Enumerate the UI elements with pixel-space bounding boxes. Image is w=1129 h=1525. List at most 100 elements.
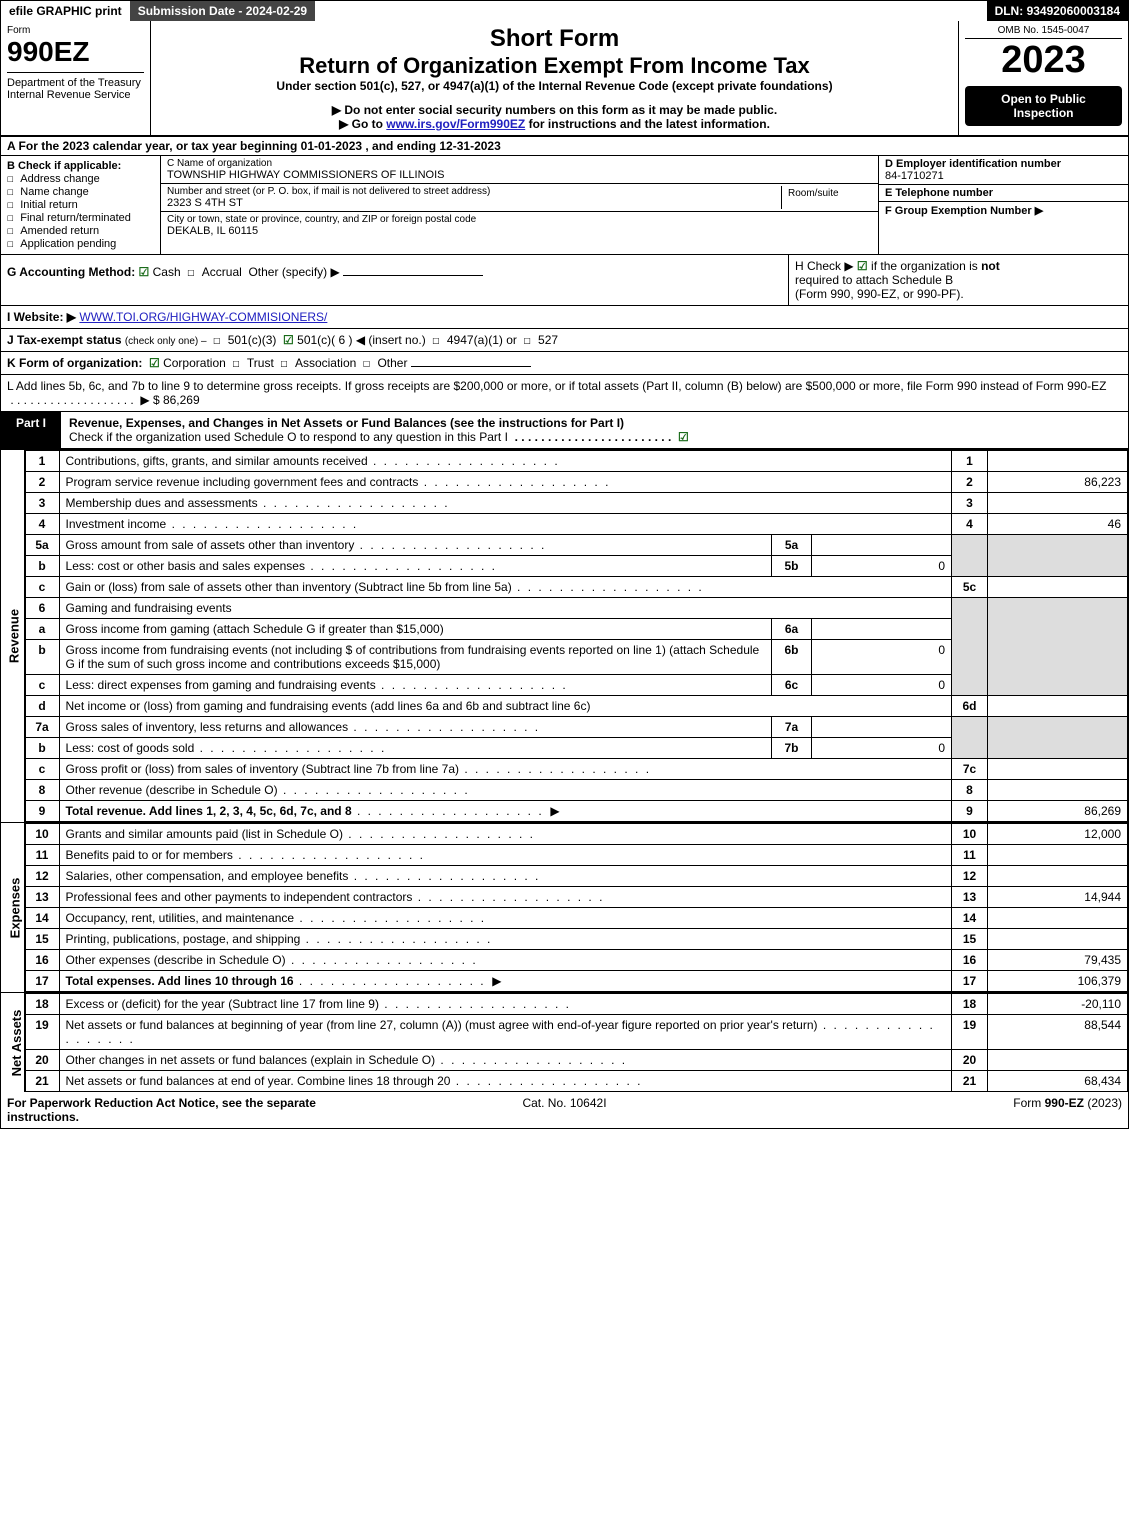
line-11: 11Benefits paid to or for members11 [25, 845, 1127, 866]
lines-g-h: G Accounting Method: ☑ Cash ☐ Accrual Ot… [1, 255, 1128, 306]
form-title: Return of Organization Exempt From Incom… [157, 53, 952, 79]
group-exemption-label: F Group Exemption Number ▶ [885, 204, 1122, 217]
line-1: 1Contributions, gifts, grants, and simil… [25, 451, 1127, 472]
irs-label: Internal Revenue Service [7, 89, 131, 101]
revenue-section: Revenue 1Contributions, gifts, grants, a… [1, 449, 1128, 822]
header-mid: Short Form Return of Organization Exempt… [151, 21, 958, 135]
cash-checkbox[interactable]: ☑ [139, 265, 153, 279]
top-bar: efile GRAPHIC print Submission Date - 20… [1, 1, 1128, 21]
efile-label: efile GRAPHIC print [1, 1, 130, 21]
section-a: A For the 2023 calendar year, or tax yea… [1, 137, 1128, 156]
dln: DLN: 93492060003184 [987, 1, 1128, 21]
goto-note: ▶ Go to www.irs.gov/Form990EZ for instru… [157, 117, 952, 131]
line-k: K Form of organization: ☑ Corporation ☐ … [1, 352, 1128, 375]
line-20: 20Other changes in net assets or fund ba… [25, 1050, 1127, 1071]
revenue-table: 1Contributions, gifts, grants, and simil… [25, 450, 1128, 822]
line-19: 19Net assets or fund balances at beginni… [25, 1015, 1127, 1050]
corporation-checkbox[interactable]: ☑ [149, 356, 163, 370]
part-1-header: Part I Revenue, Expenses, and Changes in… [1, 412, 1128, 449]
checkbox-amended-return[interactable]: ☐ Amended return [7, 224, 154, 237]
box-d-e-f: D Employer identification number 84-1710… [878, 156, 1128, 254]
line-5c: cGain or (loss) from sale of assets othe… [25, 577, 1127, 598]
form-ref: Form 990-EZ (2023) [750, 1096, 1122, 1124]
form-number: 990EZ [7, 36, 144, 68]
city-label: City or town, state or province, country… [167, 214, 872, 225]
line-i: I Website: ▶ WWW.TOI.ORG/HIGHWAY-COMMISI… [1, 306, 1128, 329]
line-8: 8Other revenue (describe in Schedule O)8 [25, 780, 1127, 801]
box-b: B Check if applicable: ☐ Address change … [1, 156, 161, 254]
checkbox-name-change[interactable]: ☐ Name change [7, 185, 154, 198]
line-18: 18Excess or (deficit) for the year (Subt… [25, 994, 1127, 1015]
street-address: 2323 S 4TH ST [167, 197, 781, 209]
short-form-title: Short Form [157, 25, 952, 53]
schedule-o-checkbox[interactable]: ☑ [678, 430, 689, 444]
dept-label: Department of the Treasury [7, 77, 141, 89]
other-checkbox[interactable]: ☐ [363, 356, 377, 370]
telephone-label: E Telephone number [885, 187, 1122, 199]
schedule-b-checkbox[interactable]: ☑ [857, 259, 868, 273]
irs-link[interactable]: www.irs.gov/Form990EZ [386, 117, 525, 131]
expenses-side-label: Expenses [1, 823, 25, 992]
checkbox-initial-return[interactable]: ☐ Initial return [7, 198, 154, 211]
ssn-note: ▶ Do not enter social security numbers o… [157, 103, 952, 117]
line-l: L Add lines 5b, 6c, and 7b to line 9 to … [1, 375, 1128, 412]
501c-checkbox[interactable]: ☑ [283, 333, 297, 347]
addr-label: Number and street (or P. O. box, if mail… [167, 186, 781, 197]
paperwork-notice: For Paperwork Reduction Act Notice, see … [7, 1096, 379, 1124]
trust-checkbox[interactable]: ☐ [232, 356, 246, 370]
ein-value: 84-1710271 [885, 170, 1122, 182]
expenses-table: 10Grants and similar amounts paid (list … [25, 823, 1128, 992]
line-g: G Accounting Method: ☑ Cash ☐ Accrual Ot… [1, 255, 788, 305]
header-right: OMB No. 1545-0047 2023 Open to Public In… [958, 21, 1128, 135]
line-6: 6Gaming and fundraising events [25, 598, 1127, 619]
line-9: 9Total revenue. Add lines 1, 2, 3, 4, 5c… [25, 801, 1127, 822]
checkbox-application-pending[interactable]: ☐ Application pending [7, 237, 154, 250]
527-checkbox[interactable]: ☐ [524, 333, 538, 347]
line-7c: cGross profit or (loss) from sales of in… [25, 759, 1127, 780]
501c3-checkbox[interactable]: ☐ [213, 333, 227, 347]
submission-date: Submission Date - 2024-02-29 [130, 1, 315, 21]
part-1-label: Part I [1, 412, 61, 448]
accrual-checkbox[interactable]: ☐ [187, 265, 201, 279]
checkbox-address-change[interactable]: ☐ Address change [7, 172, 154, 185]
line-16: 16Other expenses (describe in Schedule O… [25, 950, 1127, 971]
line-j: J Tax-exempt status (check only one) – ☐… [1, 329, 1128, 352]
room-label: Room/suite [788, 188, 866, 199]
revenue-side-label: Revenue [1, 450, 25, 822]
line-17: 17Total expenses. Add lines 10 through 1… [25, 971, 1127, 992]
line-3: 3Membership dues and assessments3 [25, 493, 1127, 514]
form-header: Form 990EZ Department of the Treasury In… [1, 21, 1128, 137]
open-public-badge: Open to Public Inspection [965, 86, 1122, 126]
net-assets-table: 18Excess or (deficit) for the year (Subt… [25, 993, 1128, 1092]
line-7a: 7aGross sales of inventory, less returns… [25, 717, 1127, 738]
line-4: 4Investment income446 [25, 514, 1127, 535]
org-name: TOWNSHIP HIGHWAY COMMISSIONERS OF ILLINO… [167, 169, 872, 181]
city-state-zip: DEKALB, IL 60115 [167, 225, 872, 237]
association-checkbox[interactable]: ☐ [280, 356, 294, 370]
net-assets-section: Net Assets 18Excess or (deficit) for the… [1, 992, 1128, 1092]
expenses-section: Expenses 10Grants and similar amounts pa… [1, 822, 1128, 992]
website-link[interactable]: WWW.TOI.ORG/HIGHWAY-COMMISIONERS/ [79, 310, 327, 324]
boxes-bcdef: B Check if applicable: ☐ Address change … [1, 156, 1128, 255]
checkbox-final-return[interactable]: ☐ Final return/terminated [7, 211, 154, 224]
line-12: 12Salaries, other compensation, and empl… [25, 866, 1127, 887]
ein-label: D Employer identification number [885, 158, 1122, 170]
form-word: Form [7, 25, 144, 36]
line-14: 14Occupancy, rent, utilities, and mainte… [25, 908, 1127, 929]
omb-number: OMB No. 1545-0047 [965, 25, 1122, 39]
box-c: C Name of organization TOWNSHIP HIGHWAY … [161, 156, 878, 254]
box-b-title: B Check if applicable: [7, 160, 154, 172]
4947-checkbox[interactable]: ☐ [432, 333, 446, 347]
line-15: 15Printing, publications, postage, and s… [25, 929, 1127, 950]
header-left: Form 990EZ Department of the Treasury In… [1, 21, 151, 135]
line-5a: 5aGross amount from sale of assets other… [25, 535, 1127, 556]
line-2: 2Program service revenue including gover… [25, 472, 1127, 493]
form-990ez-page: efile GRAPHIC print Submission Date - 20… [0, 0, 1129, 1129]
line-h: H Check ▶ ☑ if the organization is not r… [788, 255, 1128, 305]
under-section: Under section 501(c), 527, or 4947(a)(1)… [157, 79, 952, 93]
tax-year: 2023 [965, 39, 1122, 82]
line-21: 21Net assets or fund balances at end of … [25, 1071, 1127, 1092]
part-1-title: Revenue, Expenses, and Changes in Net As… [61, 412, 1128, 448]
cat-no: Cat. No. 10642I [379, 1096, 751, 1124]
line-10: 10Grants and similar amounts paid (list … [25, 824, 1127, 845]
